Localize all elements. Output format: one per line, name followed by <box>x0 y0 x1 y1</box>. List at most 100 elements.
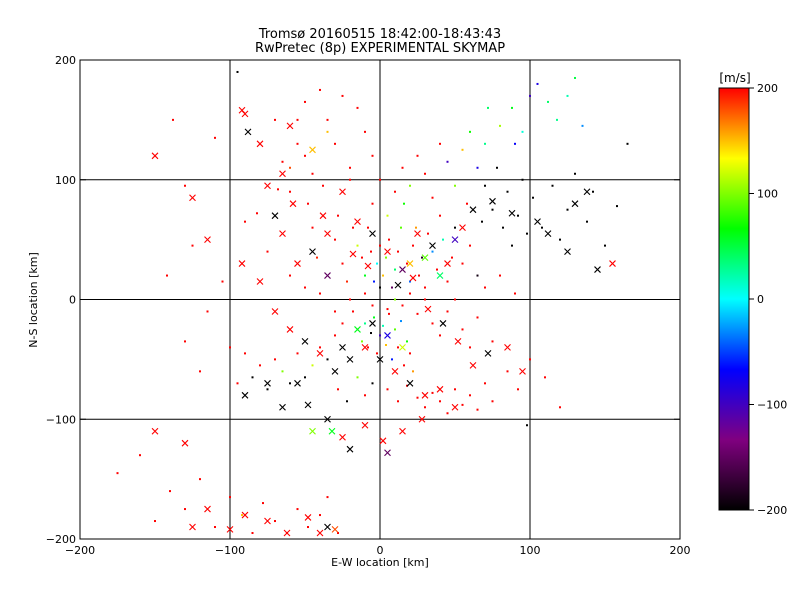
dot-marker-point <box>415 226 417 229</box>
dot-marker-point <box>487 106 489 109</box>
dot-marker-point <box>214 526 216 529</box>
dot-marker-point <box>382 324 384 327</box>
dot-marker-point <box>341 262 344 265</box>
dot-marker-point <box>566 208 569 211</box>
dot-marker-point <box>526 424 528 427</box>
dot-marker-point <box>256 212 258 215</box>
dot-marker-point <box>491 400 494 403</box>
dot-marker-point <box>281 160 284 163</box>
x-marker-point <box>451 403 459 411</box>
x-marker-point <box>406 379 414 387</box>
dot-marker-point <box>476 316 479 319</box>
dot-marker-point <box>418 274 420 277</box>
x-marker-point <box>436 272 444 279</box>
dot-marker-point <box>221 280 224 283</box>
x-marker-point <box>436 385 444 393</box>
x-marker-point <box>346 355 354 363</box>
dot-marker-point <box>356 244 359 247</box>
dot-marker-point <box>481 220 483 223</box>
dot-marker-point <box>559 238 561 241</box>
x-marker-point <box>394 281 402 289</box>
dot-marker-point <box>409 292 411 295</box>
dot-marker-point <box>551 184 554 187</box>
dot-marker-point <box>139 454 141 457</box>
dot-marker-point <box>484 142 486 145</box>
dot-marker-point <box>416 396 419 399</box>
dot-marker-point <box>379 178 381 181</box>
dot-marker-point <box>346 400 348 403</box>
dot-marker-point <box>397 250 399 253</box>
x-marker-point <box>583 188 591 196</box>
x-marker-point <box>361 344 369 351</box>
dot-marker-point <box>511 244 513 247</box>
dot-marker-point <box>251 376 254 379</box>
x-marker-point <box>414 230 421 238</box>
dot-marker-point <box>361 256 363 259</box>
x-marker-point <box>504 344 511 351</box>
x-marker-point <box>294 379 301 387</box>
x-marker-point <box>354 218 361 226</box>
x-marker-point <box>424 305 432 313</box>
dot-marker-point <box>371 382 374 385</box>
dot-marker-point <box>274 358 276 361</box>
dot-marker-point <box>385 256 387 259</box>
x-marker-point <box>241 511 249 519</box>
dot-marker-point <box>446 412 449 415</box>
dot-marker-point <box>421 256 423 259</box>
dot-marker-point <box>604 244 606 247</box>
dot-marker-point <box>304 376 306 379</box>
colorbar <box>718 87 750 511</box>
x-marker-point <box>399 427 406 435</box>
x-marker-point <box>379 437 387 445</box>
x-marker-point <box>279 230 286 238</box>
dot-marker-point <box>370 250 372 253</box>
dot-marker-point <box>514 142 516 145</box>
dot-marker-point <box>431 322 434 325</box>
dot-marker-point <box>412 244 414 247</box>
dot-marker-point <box>466 202 468 205</box>
y-tick-label: −200 <box>46 533 76 546</box>
dot-marker-point <box>454 184 456 187</box>
x-marker-point <box>324 415 331 423</box>
dot-marker-point <box>394 328 396 331</box>
dot-marker-point <box>244 352 246 355</box>
x-marker-point <box>279 403 286 411</box>
dot-marker-point <box>289 274 291 277</box>
dot-marker-point <box>521 178 524 181</box>
dot-marker-point <box>431 196 434 199</box>
dot-marker-point <box>400 226 402 229</box>
dot-marker-point <box>352 310 354 313</box>
x-marker-point <box>544 230 552 238</box>
x-marker-point <box>418 415 426 423</box>
x-marker-point <box>594 266 601 273</box>
dot-marker-point <box>364 130 366 133</box>
dot-marker-point <box>191 244 194 247</box>
x-marker-point <box>264 182 271 190</box>
dot-marker-point <box>403 364 405 367</box>
x-tick-label: −200 <box>65 544 95 557</box>
dot-marker-point <box>206 310 209 313</box>
dot-marker-point <box>326 130 329 133</box>
dot-marker-point <box>334 142 336 145</box>
dot-marker-point <box>337 388 339 391</box>
x-marker-point <box>238 260 246 267</box>
dot-marker-point <box>424 298 426 301</box>
dot-marker-point <box>506 370 509 373</box>
dot-marker-point <box>199 478 201 481</box>
dot-marker-point <box>461 328 464 331</box>
dot-marker-point <box>172 118 174 121</box>
colorbar-tick-label: 200 <box>757 82 778 95</box>
dot-marker-point <box>544 376 546 379</box>
x-tick-label: 0 <box>377 544 384 557</box>
dot-marker-point <box>536 82 539 85</box>
x-marker-point <box>391 367 399 375</box>
dot-marker-point <box>391 358 393 361</box>
x-marker-point <box>283 529 291 537</box>
dot-marker-point <box>521 130 524 133</box>
x-marker-point <box>346 445 354 453</box>
dot-marker-point <box>337 214 339 217</box>
dot-marker-point <box>116 472 119 475</box>
dot-marker-point <box>424 286 426 289</box>
x-marker-point <box>429 242 436 250</box>
